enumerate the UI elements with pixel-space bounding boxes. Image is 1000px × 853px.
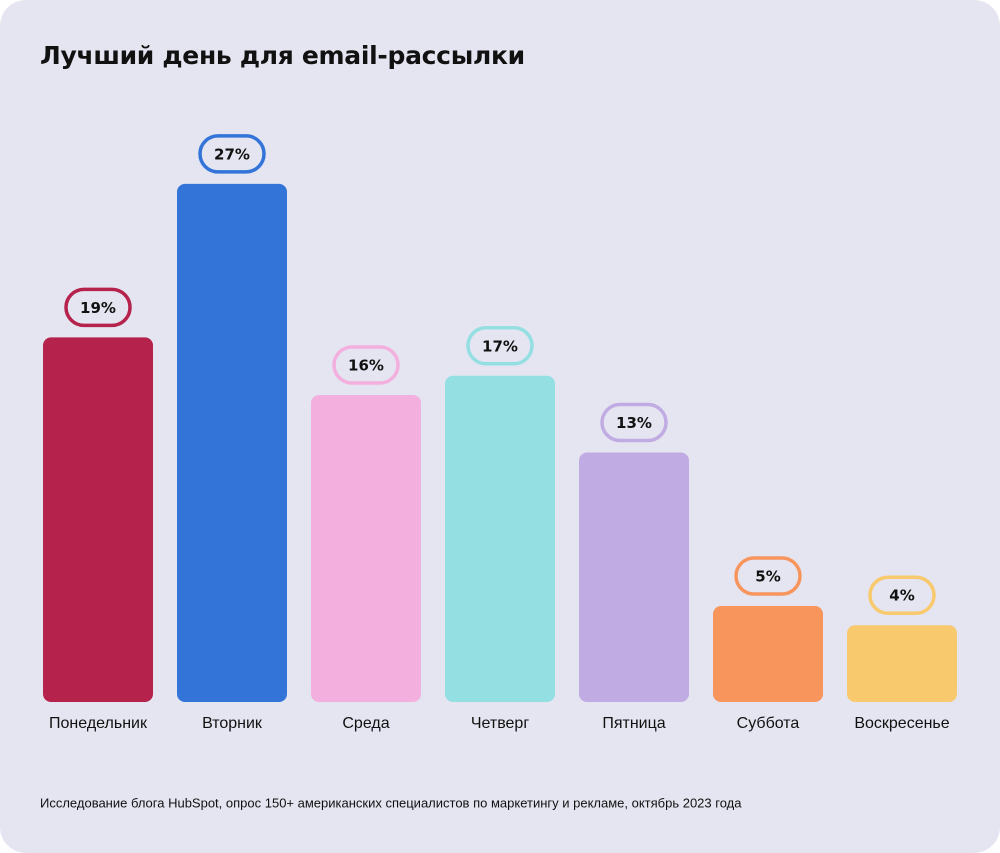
bar (847, 625, 957, 702)
bar (43, 337, 153, 702)
value-label: 5% (755, 568, 780, 586)
x-tick-label: Четверг (471, 715, 529, 732)
x-tick-label: Среда (342, 715, 389, 732)
x-tick-label: Понедельник (49, 715, 148, 732)
value-pill (734, 556, 802, 596)
value-pill (332, 345, 400, 385)
bar (579, 452, 689, 702)
value-pill (466, 326, 534, 366)
x-tick-label: Пятница (602, 715, 665, 732)
footnote: Исследование блога HubSpot, опрос 150+ а… (40, 795, 742, 810)
value-pill (600, 402, 668, 443)
bar (445, 375, 555, 702)
bar (311, 394, 421, 702)
value-label: 17% (482, 337, 518, 355)
value-label: 19% (80, 299, 116, 317)
chart-title: Лучший день для email-рассылки (40, 41, 525, 70)
x-tick-label: Суббота (737, 715, 800, 732)
bar (713, 606, 823, 702)
x-tick-label: Воскресенье (854, 715, 949, 732)
value-pill (198, 134, 266, 174)
value-pill (868, 575, 936, 615)
x-tick-label: Вторник (202, 715, 263, 732)
value-pill (64, 287, 132, 328)
bar (177, 183, 287, 702)
value-label: 16% (348, 356, 384, 374)
value-label: 27% (214, 145, 250, 163)
value-label: 13% (616, 414, 652, 432)
value-label: 4% (889, 587, 914, 605)
